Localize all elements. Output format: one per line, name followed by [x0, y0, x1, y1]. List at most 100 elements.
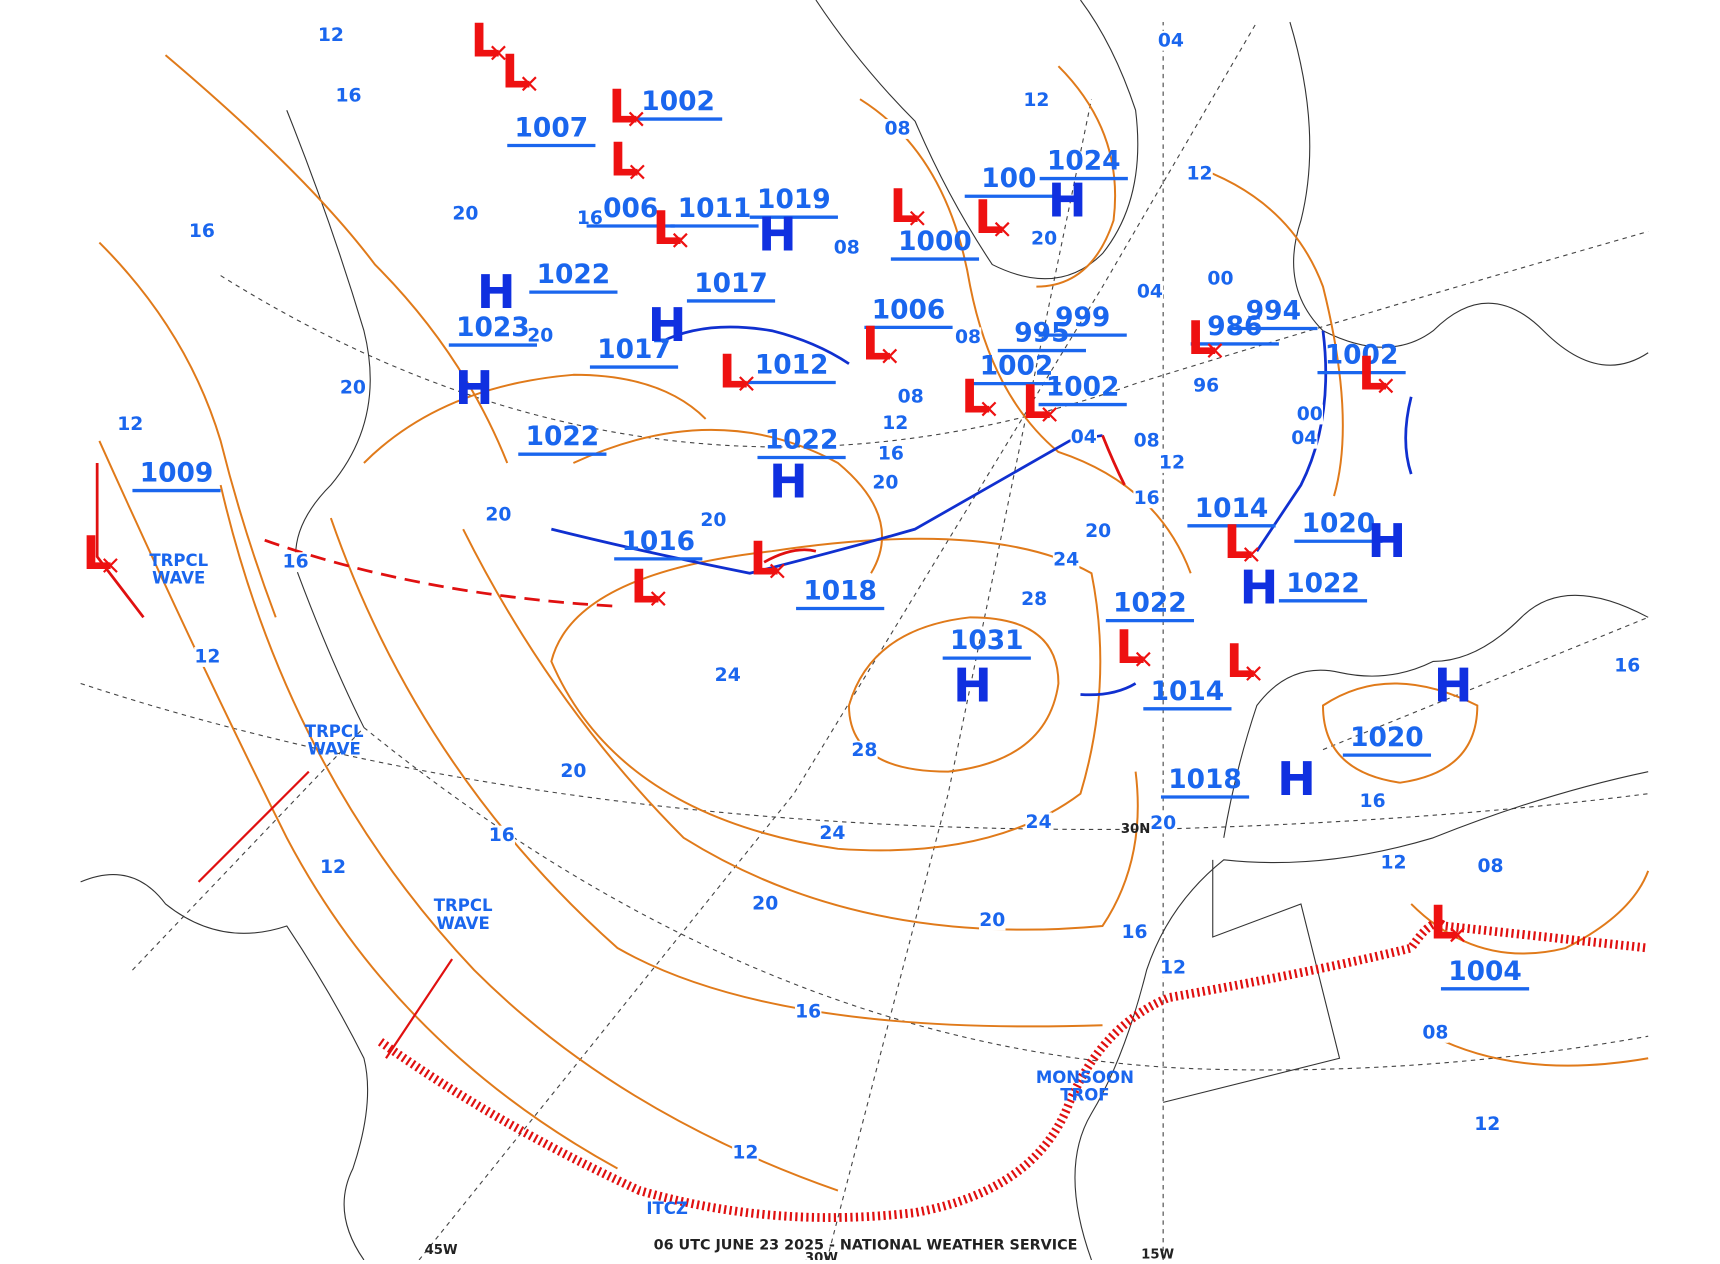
isobar-label: 24: [1026, 812, 1052, 833]
isobar-label-bg: [560, 761, 587, 782]
low-center: L: [470, 14, 500, 68]
isobar-label: 16: [335, 85, 361, 106]
isobar-label-bg: [1159, 957, 1187, 978]
isobar-label: 12: [1023, 90, 1049, 111]
low-center: L: [501, 44, 530, 98]
isobar-label-bg: [1133, 431, 1160, 451]
cold-front: [551, 434, 1103, 575]
footer: 06 UTC JUNE 23 2025 - NATIONAL WEATHER S…: [654, 1238, 1078, 1254]
isobar-label-bg: [282, 552, 309, 573]
isobar-label: 12: [1474, 1114, 1500, 1135]
isobar-label-bg: [1025, 812, 1052, 833]
low-center-x: [1450, 927, 1465, 943]
isobar-label-bg: [732, 1143, 759, 1163]
high-center: H: [1240, 560, 1279, 614]
isobar-label: 24: [715, 665, 741, 686]
longitude-label: 15W: [1141, 1247, 1174, 1260]
isobar-label-bg: [1296, 404, 1323, 425]
low-center-x: [909, 210, 925, 226]
pressure-value: 1020: [1302, 508, 1376, 539]
feature-label: ITCZ: [646, 1199, 688, 1218]
low-center-x: [1246, 666, 1261, 681]
isobar-label-bg: [188, 221, 216, 242]
tropical-wave: [385, 958, 454, 1059]
isobar-label: 20: [872, 472, 898, 493]
pressure-value: 1006: [872, 294, 946, 325]
isobar-label: 20: [979, 910, 1005, 931]
isobar-label-bg: [1136, 282, 1164, 303]
low-center: L: [1430, 895, 1460, 949]
isobar-label-bg: [319, 857, 347, 878]
isobar-label-bg: [872, 472, 899, 493]
isobar-label: 12: [1186, 164, 1212, 185]
isobar-label-bg: [1133, 488, 1160, 509]
pressure-value: 1022: [765, 424, 839, 455]
isobar-label-bg: [1070, 427, 1098, 448]
isobar-label-bg: [700, 510, 727, 531]
isobar-label: 16: [1121, 922, 1147, 943]
pressure-value: 1002: [980, 351, 1054, 382]
low-center: L: [1187, 311, 1217, 365]
isobar-label-bg: [1474, 1114, 1501, 1135]
pressure-value: 1007: [515, 112, 589, 143]
isobar-label: 16: [795, 1001, 821, 1022]
isobar-label: 16: [1360, 791, 1386, 812]
pressure-value: 999: [1055, 302, 1110, 333]
isobar-label: 00: [1207, 268, 1233, 289]
low-center-x: [650, 591, 666, 606]
isobar-label-bg: [851, 740, 878, 761]
labels: 06 UTC JUNE 23 2025 - NATIONAL WEATHER S…: [82, 14, 1641, 1264]
low-center-x: [981, 401, 997, 417]
isobar-label: 12: [1159, 452, 1185, 473]
isobar-label: 16: [283, 552, 309, 573]
isobar-label-bg: [897, 386, 924, 407]
isobar-label-bg: [317, 25, 345, 46]
isobar-label-bg: [794, 1002, 822, 1022]
pressure-value: 1019: [757, 184, 831, 215]
low-center: L: [608, 80, 638, 134]
isobar-label: 20: [560, 761, 586, 782]
low-center-x: [882, 348, 898, 364]
isobar-label-bg: [339, 378, 367, 398]
feature-label: TRPCL WAVE: [434, 896, 493, 933]
low-center: L: [609, 133, 639, 187]
pressure-value: 1004: [1448, 956, 1522, 987]
isobar-label: 08: [1134, 430, 1160, 451]
pressure-value: 1022: [1286, 568, 1360, 599]
isobar-label: 20: [1031, 229, 1057, 250]
low-center: L: [889, 179, 919, 233]
feature-label: MONSOON TROF: [1036, 1068, 1134, 1105]
low-center-x: [521, 76, 537, 92]
low-center-x: [672, 232, 688, 248]
pressure-value: 1024: [1047, 146, 1121, 177]
isobar-label: 16: [878, 444, 904, 465]
isobars: [98, 54, 1650, 1192]
isobar-label: 28: [1021, 589, 1047, 610]
high-center: H: [1368, 514, 1407, 568]
isobar-label-bg: [488, 825, 515, 846]
isobar-label: 16: [189, 221, 215, 242]
high-center: H: [648, 298, 687, 352]
isobar-label-bg: [884, 119, 911, 139]
isobar-label-bg: [452, 203, 479, 224]
isobar-label-bg: [979, 910, 1006, 931]
isobar-label: 20: [1085, 521, 1111, 542]
pressure-value: 1011: [678, 193, 752, 224]
isobar-label-bg: [1158, 453, 1186, 473]
isobar-label-bg: [1186, 164, 1213, 185]
pressure-value: 1002: [1046, 372, 1120, 403]
isobar-label-bg: [1477, 856, 1504, 877]
isobar-label-bg: [1207, 268, 1234, 289]
low-center-x: [103, 558, 118, 573]
feature-label: TRPCL WAVE: [149, 551, 208, 588]
high-center: H: [1434, 658, 1473, 712]
isobar-label-bg: [1084, 521, 1112, 542]
pressure-value: 1017: [597, 334, 671, 365]
isobar-label-bg: [1359, 791, 1386, 812]
isobar-label: 20: [452, 203, 478, 224]
latitude-label: 30N: [1121, 822, 1150, 837]
pressure-value: 1009: [140, 458, 214, 489]
isobar-label: 08: [955, 327, 981, 348]
low-center-x: [491, 45, 506, 61]
